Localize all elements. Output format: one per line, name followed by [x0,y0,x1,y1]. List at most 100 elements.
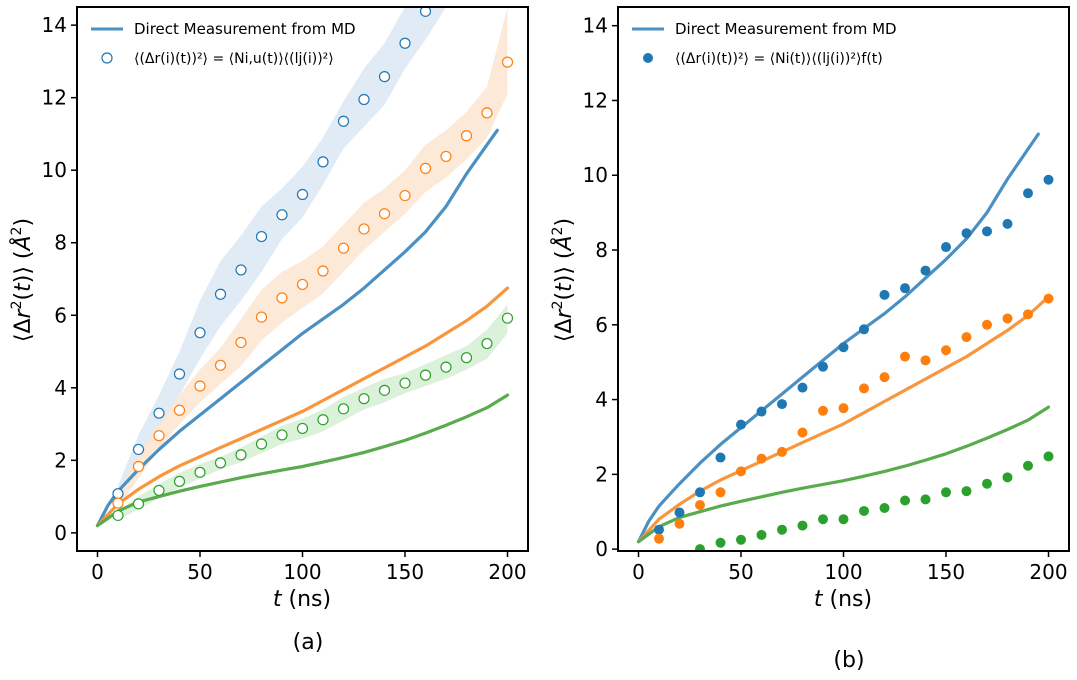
marker-green [317,414,329,426]
y-tick-label: 8 [595,238,608,262]
marker-orange [1043,293,1054,304]
marker-blue [235,264,247,276]
marker-green [756,529,767,540]
marker-green [235,449,247,461]
marker-orange [797,427,808,438]
marker-blue [674,507,685,518]
marker-green [777,524,787,535]
y-tick-label: 6 [54,303,67,327]
y-tick-label: 2 [595,462,608,486]
md-line-blue [95,128,499,528]
marker-orange [214,359,227,371]
y-tick-label: 8 [54,231,67,255]
marker-orange [920,355,931,366]
plot-frame [617,6,1070,552]
marker-blue [399,37,411,49]
marker-green [1002,472,1013,483]
y-tick-label: 12 [583,88,608,112]
marker-green [879,503,890,514]
md-line-green [636,405,1051,544]
marker-blue [317,156,329,168]
marker-orange [501,56,514,68]
marker-green [982,478,992,489]
marker-orange [859,383,869,394]
marker-blue [879,289,890,300]
y-tick-label: 14 [42,13,67,37]
x-tick-label: 200 [1029,560,1067,584]
y-tick-label: 2 [54,448,67,472]
md-lines [95,128,510,528]
marker-blue [777,399,787,410]
marker-orange [900,351,910,362]
marker-orange [337,242,350,254]
x-axis-label: t (ns) [814,587,872,612]
marker-blue [920,265,931,276]
marker-orange [378,208,391,220]
x-axis-ticks: 0 50 100 150 200 [632,551,1068,584]
marker-blue [797,382,808,393]
marker-blue [378,71,391,83]
legend-b: Direct Measurement from MD ⟨(Δr(i)(t))²⟩… [632,20,897,67]
marker-blue [1002,218,1013,229]
marker-orange [399,189,411,202]
marker-orange [317,265,329,277]
marker-blue [112,488,124,500]
marker-blue [1043,174,1054,185]
marker-blue [900,283,910,294]
marker-green [900,495,910,506]
marker-green [173,475,186,487]
marker-blue [859,324,869,335]
marker-blue [715,452,726,463]
marker-blue [276,209,288,221]
marker-blue [756,406,767,417]
marker-green [194,466,206,478]
marker-green [1043,451,1054,462]
marker-blue [296,188,309,201]
md-line-orange [636,295,1051,544]
confidence-bands [118,7,508,521]
marker-blue [173,368,186,380]
marker-green [695,544,705,551]
marker-green [859,505,869,516]
marker-orange [194,380,206,392]
marker-orange [715,487,726,498]
y-tick-label: 4 [595,388,608,412]
marker-orange [654,533,664,544]
md-line-blue [636,132,1040,544]
marker-orange [879,372,890,383]
panel-label-b: (b) [833,648,864,673]
marker-green [276,429,288,441]
marker-orange [132,460,145,473]
y-tick-label: 0 [54,521,67,545]
y-tick-label: 6 [595,313,608,337]
marker-orange [440,150,452,163]
marker-blue [654,524,664,535]
marker-blue [214,288,227,300]
confidence-band-green [118,304,508,521]
marker-green [419,369,432,381]
marker-orange [358,223,370,235]
x-tick-label: 150 [386,560,424,584]
legend-label-model-b: ⟨(Δr(i)(t))²⟩ = ⟨Ni(t)⟩⟨(lj(i))²⟩f(t) [675,51,883,67]
y-axis-ticks: 0 2 4 6 8 10 12 14 [583,14,618,561]
marker-orange [674,518,685,529]
marker-green [920,494,931,505]
legend-a: Direct Measurement from MD ⟨(Δr(i)(t))²⟩… [91,20,356,67]
marker-orange [296,278,309,291]
marker-orange [982,319,992,330]
marker-orange [1002,313,1013,324]
marker-blue [818,361,828,372]
marker-blue [1023,188,1033,199]
marker-green [337,403,350,415]
y-tick-label: 0 [595,537,608,561]
marker-orange [777,446,787,457]
x-tick-label: 0 [632,560,645,584]
x-axis-ticks: 0 50 100 150 200 [91,551,527,584]
marker-blue [695,487,705,498]
marker-blue [838,342,849,353]
y-tick-label: 14 [583,14,608,38]
marker-orange [419,162,432,174]
marker-blue [419,7,432,17]
marker-blue [153,407,165,419]
